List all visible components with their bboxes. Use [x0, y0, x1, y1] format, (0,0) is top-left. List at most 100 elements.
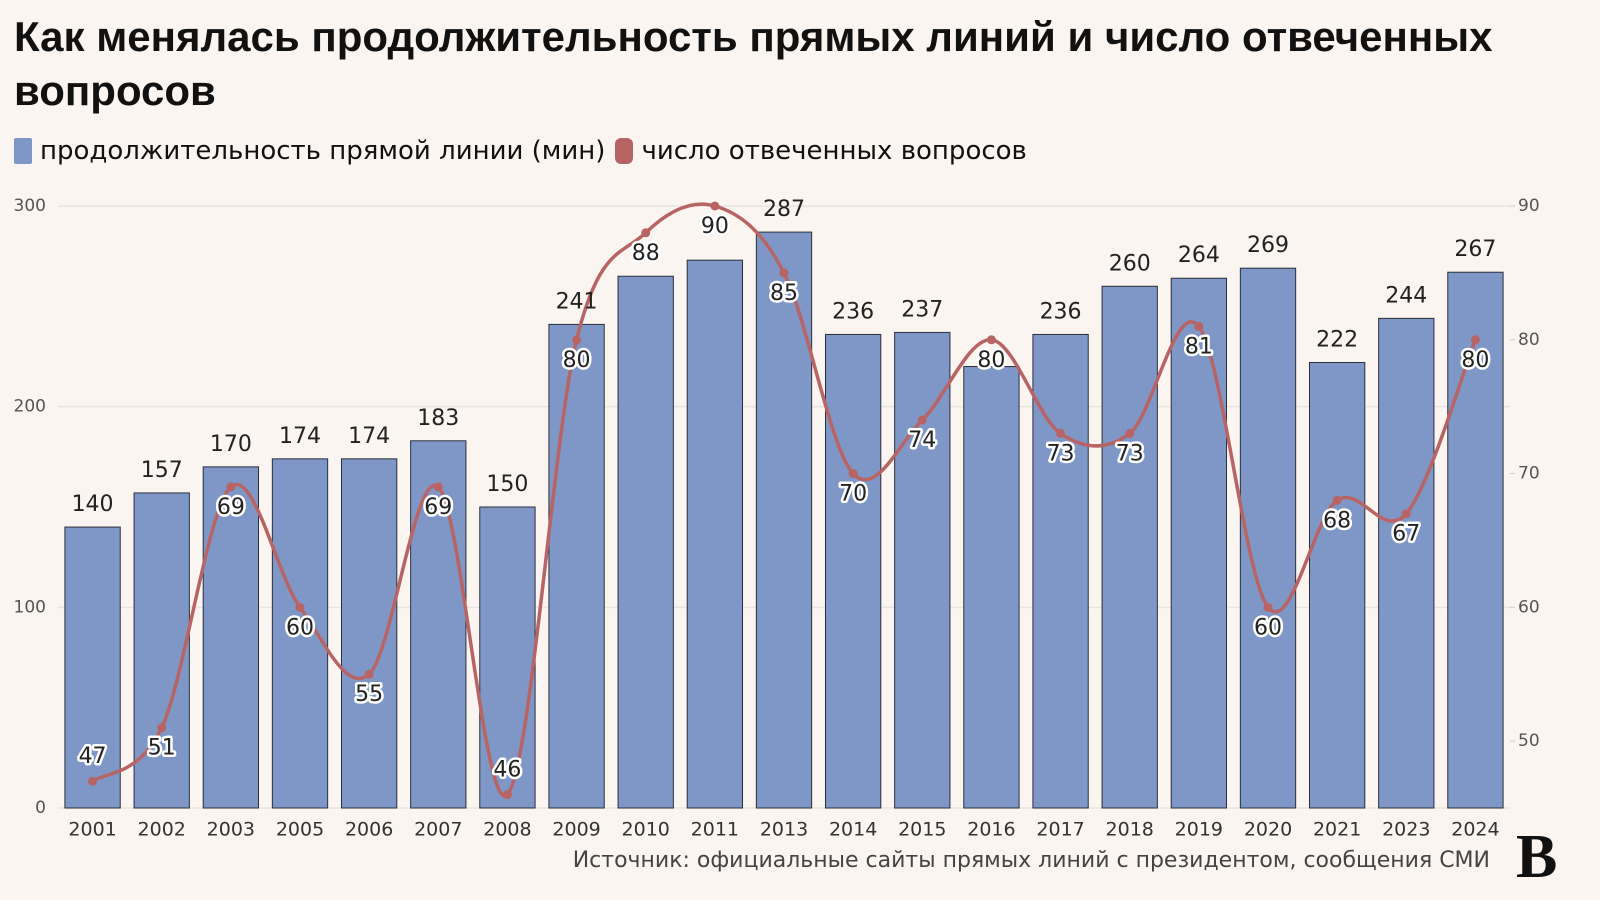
legend-label: число отвеченных вопросов — [641, 136, 1027, 166]
line — [91, 202, 1478, 798]
line-point — [1194, 321, 1204, 331]
chart-title: Как менялась продолжительность прямых ли… — [14, 13, 1493, 114]
x-tick-label: 2006 — [345, 819, 393, 841]
line-value-label: 51 — [148, 736, 176, 761]
bar — [548, 323, 605, 809]
line-point — [1125, 428, 1135, 438]
legend: продолжительность прямой линии (мин) чис… — [14, 136, 1027, 166]
brand-logo: В — [1516, 823, 1558, 891]
bar — [894, 331, 951, 809]
bar-value-label: 236 — [832, 299, 874, 324]
x-tick-label: 2001 — [68, 819, 116, 841]
line-value-label: 47 — [79, 744, 107, 769]
y2-tick-label: 80 — [1518, 330, 1540, 350]
bar-value-label: 140 — [72, 492, 114, 517]
bar — [824, 333, 882, 809]
bar — [202, 466, 260, 809]
line-value-label: 70 — [839, 482, 867, 507]
x-tick-label: 2014 — [829, 819, 877, 841]
bar — [410, 440, 467, 809]
line-value-label: 60 — [1254, 615, 1282, 640]
line-value-label: 46 — [493, 758, 521, 783]
legend-label: продолжительность прямой линии (мин) — [40, 136, 606, 166]
x-tick-label: 2013 — [760, 819, 808, 841]
line-value-label: 69 — [217, 495, 245, 520]
x-tick-label: 2005 — [276, 819, 324, 841]
line-value-label: 67 — [1392, 522, 1420, 547]
x-tick-label: 2017 — [1036, 819, 1084, 841]
bar-value-label: 267 — [1454, 237, 1496, 262]
bar — [1308, 362, 1366, 809]
x-tick-label: 2007 — [414, 819, 462, 841]
line-point — [710, 201, 720, 211]
line-value-label: 73 — [1047, 441, 1075, 466]
line-point — [364, 669, 374, 679]
line-value-label: 80 — [1461, 348, 1489, 373]
x-tick-label: 2019 — [1175, 819, 1223, 841]
line-point — [1056, 428, 1066, 438]
line-point — [1263, 602, 1273, 612]
x-tick-label: 2002 — [138, 819, 186, 841]
line-point — [1470, 335, 1480, 345]
x-tick-label: 2015 — [898, 819, 946, 841]
x-tick-label: 2011 — [691, 819, 739, 841]
line-value-label: 88 — [632, 241, 660, 266]
bar — [340, 458, 398, 809]
line-value-label: 85 — [770, 281, 798, 306]
line-value-label: 55 — [355, 682, 383, 707]
y2-tick-label: 50 — [1518, 731, 1540, 751]
line-value-label: 60 — [286, 615, 314, 640]
x-tick-label: 2024 — [1451, 819, 1499, 841]
line-point — [433, 482, 443, 492]
bar-value-label: 150 — [486, 472, 528, 497]
line-value-label: 68 — [1323, 508, 1351, 533]
bar-value-label: 241 — [556, 289, 598, 314]
bar — [1239, 267, 1297, 809]
bar — [755, 231, 813, 809]
y-tick-label: 0 — [35, 798, 46, 818]
line-point — [848, 469, 858, 479]
bar-value-label: 244 — [1385, 283, 1427, 308]
bar — [133, 492, 190, 809]
y2-tick-label: 60 — [1518, 597, 1540, 617]
x-tick-label: 2010 — [622, 819, 670, 841]
y-tick-label: 100 — [14, 597, 46, 617]
bar — [686, 259, 744, 809]
bar-value-label: 157 — [141, 458, 183, 483]
legend-swatch — [14, 138, 32, 164]
y2-tick-label: 70 — [1518, 464, 1540, 484]
y2-tick-label: 90 — [1518, 196, 1540, 216]
line-value-label: 90 — [701, 214, 729, 239]
y-tick-label: 300 — [14, 196, 46, 216]
line-point — [1332, 495, 1342, 505]
x-tick-label: 2021 — [1313, 819, 1361, 841]
bar — [617, 275, 674, 809]
bar-value-label: 222 — [1316, 328, 1358, 353]
bar — [1378, 317, 1435, 809]
line-point — [502, 790, 512, 800]
line-point — [157, 723, 167, 733]
bar — [1447, 271, 1504, 809]
line-value-label: 73 — [1116, 441, 1144, 466]
line-value-label: 74 — [908, 428, 936, 453]
line-value-label: 69 — [424, 495, 452, 520]
source: Источник: официальные сайты прямых линий… — [572, 848, 1490, 873]
x-tick-label: 2009 — [552, 819, 600, 841]
bar — [963, 366, 1020, 809]
line-value-label: 80 — [563, 348, 591, 373]
bar-value-label: 170 — [210, 432, 252, 457]
x-tick-label: 2003 — [207, 819, 255, 841]
line-value-label: 80 — [977, 348, 1005, 373]
bar — [1032, 333, 1089, 809]
line-point — [295, 602, 305, 612]
legend-swatch — [615, 138, 634, 164]
line-point — [986, 335, 996, 345]
bar-value-label: 264 — [1178, 243, 1220, 268]
line-value-label: 81 — [1185, 334, 1213, 359]
bar-value-label: 183 — [417, 406, 459, 431]
x-tick-label: 2018 — [1106, 819, 1154, 841]
line-point — [917, 415, 927, 425]
bar — [1170, 277, 1228, 809]
